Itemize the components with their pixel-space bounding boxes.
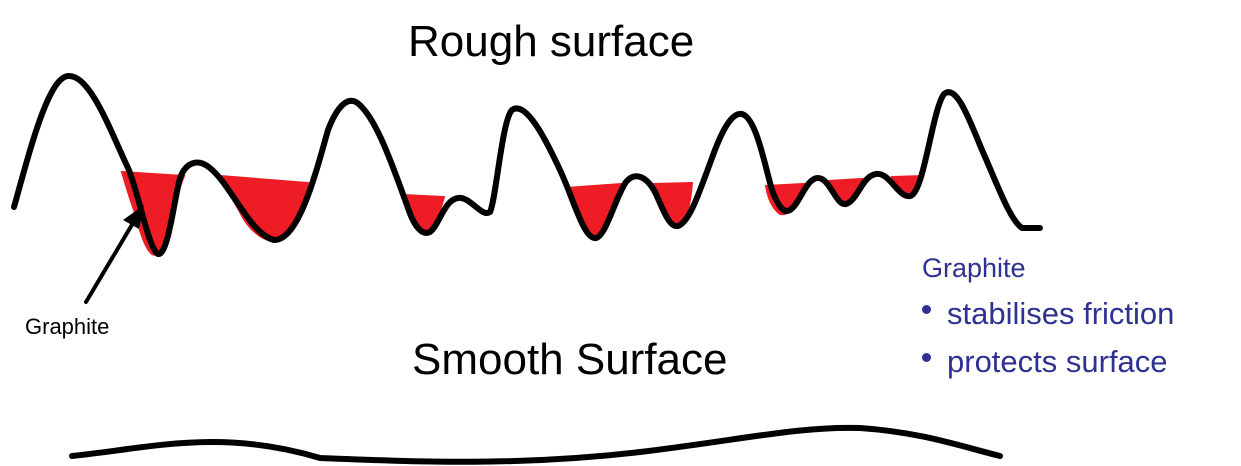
legend-item: protects surface [922, 346, 1174, 377]
graphite-benefits-legend: Graphite stabilises friction protects su… [922, 255, 1174, 394]
legend-title: Graphite [922, 253, 1026, 283]
graphite-pointer-arrow [84, 205, 144, 304]
rough-surface-label: Rough surface [408, 17, 695, 66]
legend-list: stabilises friction protects surface [922, 298, 1174, 377]
rough-surface-line [11, 73, 1043, 257]
smooth-surface-label: Smooth Surface [412, 335, 728, 384]
legend-item-text: protects surface [947, 344, 1168, 379]
legend-item: stabilises friction [922, 298, 1174, 329]
legend-item-text: stabilises friction [947, 296, 1175, 331]
bullet-icon [922, 305, 931, 314]
graphite-arrow-label: Graphite [25, 314, 110, 339]
graphite-deposit [218, 174, 310, 242]
smooth-surface-line [69, 424, 1003, 465]
bullet-icon [922, 353, 931, 362]
arrow-head-icon [123, 205, 144, 229]
